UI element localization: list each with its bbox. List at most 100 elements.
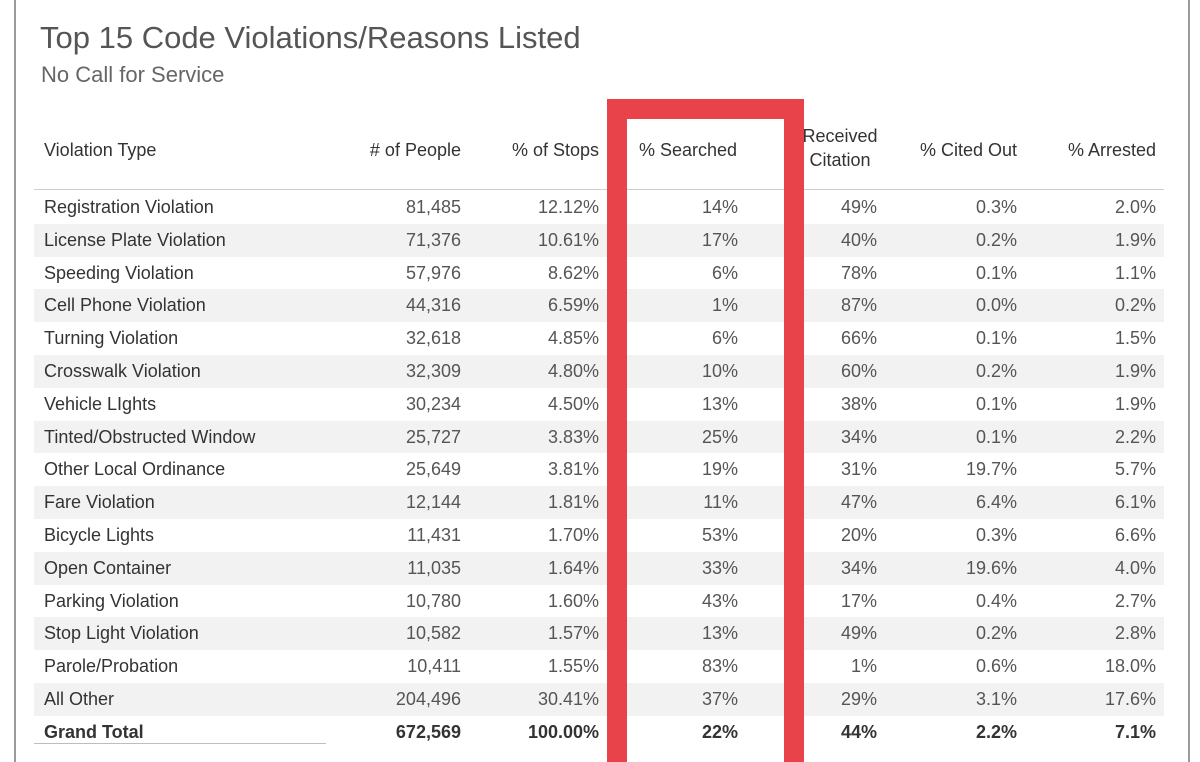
cell-of-people: 11,431 [407, 525, 461, 545]
cell-of-people: 71,376 [405, 229, 461, 250]
cell-searched: 33% [701, 557, 738, 578]
column-header-searched: % Searched [608, 138, 768, 162]
cell-of-stops: 1.57% [547, 623, 599, 644]
cell-received-citation: 44% [840, 721, 877, 742]
cell-cited-out: 0.1% [975, 328, 1017, 349]
cell-of-stops: 30.41% [537, 689, 599, 709]
cell-of-people: 204,496 [395, 689, 461, 709]
cell-of-stops: 10.61% [537, 229, 599, 250]
cell-of-stops: 3.81% [547, 459, 599, 480]
cell-violation-type: Parking Violation [44, 590, 179, 611]
cell-received-citation: 29% [840, 689, 877, 709]
header-divider [34, 189, 1164, 190]
table-row: Other Local Ordinance 25,649 3.81% 19% 31% 19… [34, 453, 1164, 486]
cell-violation-type: Fare Violation [44, 492, 155, 513]
cell-arrested: 1.5% [1114, 328, 1156, 349]
table-row: Vehicle LIghts 30,234 4.50% 13% 38% 0.1% 1.9% [34, 388, 1164, 421]
cell-arrested: 5.7% [1114, 459, 1156, 480]
table-row: Turning Violation 32,618 4.85% 6% 66% 0.1% 1.5… [34, 322, 1164, 355]
column-header-line: Violation Type [44, 140, 157, 160]
cell-searched: 14% [701, 197, 738, 217]
cell-searched: 10% [701, 361, 738, 381]
cell-cited-out: 0.1% [975, 262, 1017, 283]
cell-cited-out: 19.6% [965, 557, 1017, 578]
cell-arrested: 4.0% [1114, 557, 1156, 578]
cell-of-people: 30,234 [405, 393, 461, 414]
cell-of-stops: 4.50% [547, 393, 599, 414]
table-row: Fare Violation 12,144 1.81% 11% 47% 6.4% 6.1% [34, 486, 1164, 519]
cell-violation-type: All Other [44, 689, 115, 709]
table-row: Parking Violation 10,780 1.60% 43% 17% 0.4% 2.… [34, 585, 1164, 618]
table-row: Cell Phone Violation 44,316 6.59% 1% 87% 0.0%… [34, 289, 1164, 323]
cell-searched: 13% [701, 393, 738, 414]
cell-arrested: 2.8% [1114, 623, 1156, 644]
frame-right-border [1188, 0, 1190, 762]
cell-searched: 53% [701, 525, 738, 545]
searched-column-highlight [607, 99, 804, 762]
cell-cited-out: 0.1% [975, 426, 1017, 447]
cell-cited-out: 3.1% [975, 689, 1017, 709]
column-header-of-stops: % of Stops [439, 138, 599, 162]
table-subtitle: No Call for Service [41, 62, 225, 87]
column-header-violation-type: Violation Type [44, 138, 156, 162]
footer-divider [34, 743, 326, 744]
table-title: Top 15 Code Violations/Reasons Listed [40, 20, 581, 55]
cell-arrested: 2.2% [1114, 426, 1156, 447]
cell-cited-out: 0.0% [975, 295, 1017, 316]
cell-of-stops: 1.81% [547, 492, 599, 513]
cell-searched: 6% [711, 328, 738, 349]
cell-cited-out: 2.2% [975, 721, 1017, 742]
column-header-arrested: % Arrested [996, 138, 1156, 162]
cell-of-stops: 1.60% [547, 590, 599, 611]
cell-of-people: 44,316 [405, 295, 461, 316]
cell-of-stops: 4.85% [547, 328, 599, 349]
cell-violation-type: Grand Total [44, 721, 144, 742]
cell-violation-type: Registration Violation [44, 197, 214, 217]
cell-of-stops: 100.00% [527, 721, 599, 742]
cell-searched: 37% [701, 689, 738, 709]
cell-received-citation: 31% [840, 459, 877, 480]
cell-cited-out: 0.1% [975, 393, 1017, 414]
table-row: Bicycle Lights 11,431 1.70% 53% 20% 0.3% 6.6% [34, 519, 1164, 552]
cell-received-citation: 1% [850, 656, 877, 677]
cell-received-citation: 20% [840, 525, 877, 545]
cell-searched: 22% [701, 721, 738, 742]
column-header-line: % Searched [638, 140, 738, 160]
table-row: Tinted/Obstructed Window 25,727 3.83% 25% 34… [34, 420, 1164, 454]
column-header-cited-out: % Cited Out [857, 138, 1017, 162]
cell-of-people: 32,309 [405, 361, 461, 381]
cell-searched: 13% [701, 623, 738, 644]
cell-arrested: 2.0% [1114, 197, 1156, 217]
column-header-of-people: # of People [301, 138, 461, 162]
column-header-line: Received [802, 126, 878, 146]
cell-violation-type: Speeding Violation [44, 262, 194, 283]
table-row: Stop Light Violation 10,582 1.57% 13% 49% 0.2… [34, 617, 1164, 651]
cell-violation-type: Vehicle LIghts [44, 393, 157, 414]
cell-cited-out: 19.7% [965, 459, 1017, 480]
cell-searched: 11% [703, 492, 738, 513]
cell-of-people: 57,976 [405, 262, 461, 283]
table-row: Parole/Probation 10,411 1.55% 83% 1% 0.6% 18.0… [34, 650, 1164, 683]
column-header-line: Citation [809, 150, 871, 170]
cell-violation-type: Other Local Ordinance [44, 459, 226, 480]
cell-of-stops: 4.80% [547, 361, 599, 381]
cell-searched: 43% [701, 590, 738, 611]
column-header-received-citation: Received Citation [760, 124, 920, 172]
cell-received-citation: 34% [840, 426, 877, 447]
cell-cited-out: 0.6% [975, 656, 1017, 677]
cell-arrested: 18.0% [1104, 656, 1156, 677]
cell-received-citation: 47% [840, 492, 877, 513]
cell-received-citation: 87% [840, 295, 877, 316]
cell-cited-out: 0.3% [975, 197, 1017, 217]
cell-of-people: 10,780 [405, 590, 461, 611]
cell-of-people: 672,569 [395, 721, 461, 742]
cell-searched: 19% [701, 459, 738, 480]
cell-arrested: 1.9% [1114, 361, 1156, 381]
cell-arrested: 7.1% [1114, 721, 1156, 742]
cell-arrested: 1.9% [1114, 393, 1156, 414]
cell-violation-type: Stop Light Violation [44, 623, 199, 644]
cell-cited-out: 0.3% [975, 525, 1017, 545]
cell-violation-type: License Plate Violation [44, 229, 226, 250]
cell-arrested: 1.9% [1114, 229, 1156, 250]
cell-arrested: 2.7% [1114, 590, 1156, 611]
